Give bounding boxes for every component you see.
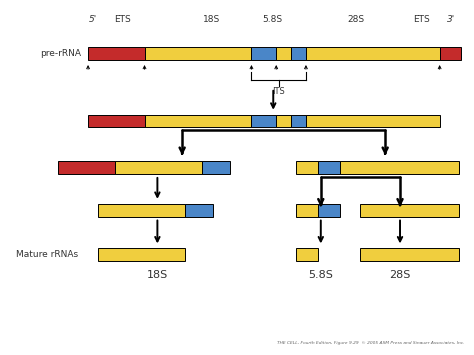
Bar [360, 204, 459, 217]
Bar [318, 161, 339, 174]
Text: 5.8S: 5.8S [262, 15, 283, 23]
Bar [88, 47, 145, 60]
Bar [291, 115, 306, 127]
Bar [318, 204, 339, 217]
Text: Mature rRNAs: Mature rRNAs [16, 250, 78, 259]
Bar [439, 47, 461, 60]
Bar [88, 115, 145, 127]
Bar [306, 115, 439, 127]
Bar [145, 47, 252, 60]
Bar [202, 161, 230, 174]
Bar [185, 204, 213, 217]
Text: ETS: ETS [413, 15, 430, 23]
Bar [145, 115, 252, 127]
Text: 3': 3' [447, 15, 456, 23]
Text: pre-rRNA: pre-rRNA [40, 49, 81, 58]
Bar [58, 161, 115, 174]
Text: 18S: 18S [203, 15, 220, 23]
Text: ITS: ITS [273, 87, 285, 96]
Bar [296, 248, 318, 261]
Text: 5.8S: 5.8S [309, 270, 333, 280]
Text: 28S: 28S [389, 270, 410, 280]
Text: ETS: ETS [114, 15, 131, 23]
Bar [339, 161, 459, 174]
Bar [115, 161, 202, 174]
Bar [98, 248, 185, 261]
Bar [276, 115, 291, 127]
Text: 5': 5' [89, 15, 97, 23]
Text: 28S: 28S [347, 15, 364, 23]
Bar [296, 204, 318, 217]
Bar [276, 47, 291, 60]
Text: THE CELL, Fourth Edition, Figure 9.29  © 2005 ASM Press and Sinauer Associates, : THE CELL, Fourth Edition, Figure 9.29 © … [277, 342, 465, 345]
Bar [291, 47, 306, 60]
Bar [296, 161, 318, 174]
Bar [306, 47, 439, 60]
Text: 18S: 18S [147, 270, 168, 280]
Bar [360, 248, 459, 261]
Bar [252, 115, 276, 127]
Bar [252, 47, 276, 60]
Bar [98, 204, 185, 217]
